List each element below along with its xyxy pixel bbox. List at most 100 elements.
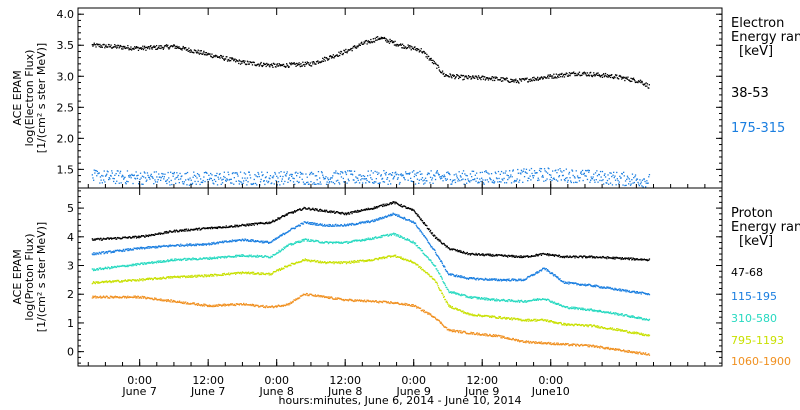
- data-point: [251, 64, 254, 66]
- data-point: [401, 175, 403, 177]
- data-point: [372, 182, 374, 184]
- data-point: [320, 171, 323, 173]
- data-point: [144, 279, 146, 281]
- data-point: [454, 292, 457, 294]
- data-point: [101, 251, 103, 253]
- data-point: [348, 213, 351, 215]
- data-point: [428, 55, 430, 58]
- data-point: [430, 260, 432, 262]
- data-point: [223, 241, 225, 243]
- data-point: [151, 48, 153, 50]
- data-point: [433, 60, 435, 63]
- data-point: [99, 176, 102, 178]
- data-point: [188, 258, 191, 260]
- data-point: [141, 248, 143, 250]
- data-point: [395, 235, 397, 237]
- data-point: [518, 300, 520, 302]
- data-point: [472, 75, 474, 77]
- data-point: [129, 236, 131, 239]
- data-point: [613, 77, 615, 80]
- data-point: [457, 292, 459, 295]
- data-point: [296, 175, 298, 177]
- data-point: [507, 80, 509, 83]
- data-point: [254, 240, 257, 242]
- data-point: [561, 76, 564, 78]
- data-point: [512, 256, 514, 258]
- data-point: [307, 239, 309, 241]
- data-point: [507, 279, 509, 281]
- data-point: [421, 177, 424, 179]
- data-point: [165, 44, 168, 46]
- data-point: [208, 258, 211, 260]
- data-point: [558, 74, 561, 76]
- data-point: [163, 47, 165, 49]
- data-point: [468, 180, 470, 182]
- data-point: [221, 274, 223, 276]
- data-point: [424, 52, 427, 54]
- data-point: [204, 243, 206, 245]
- data-point: [429, 245, 432, 247]
- data-point: [487, 254, 490, 256]
- data-point: [568, 72, 571, 74]
- data-point: [317, 240, 320, 242]
- data-point: [530, 255, 533, 257]
- data-point: [198, 175, 201, 177]
- data-point: [182, 275, 184, 277]
- data-point: [213, 178, 216, 181]
- data-point: [547, 253, 549, 255]
- data-point: [103, 179, 105, 181]
- data-point: [340, 213, 342, 215]
- data-point: [249, 224, 252, 226]
- data-point: [630, 257, 632, 259]
- data-point: [189, 51, 191, 53]
- data-point: [417, 247, 419, 249]
- data-point: [380, 36, 382, 38]
- data-point: [93, 268, 95, 270]
- data-point: [399, 44, 401, 46]
- data-point: [332, 175, 334, 177]
- data-point: [248, 63, 250, 65]
- data-point: [210, 177, 212, 180]
- data-point: [113, 46, 115, 48]
- data-point: [566, 306, 569, 308]
- data-point: [375, 219, 377, 221]
- data-point: [127, 265, 130, 267]
- data-point: [617, 312, 619, 315]
- data-point: [231, 172, 234, 175]
- data-point: [449, 173, 451, 176]
- data-point: [173, 229, 176, 231]
- data-point: [240, 240, 242, 242]
- data-point: [383, 181, 386, 183]
- data-point: [179, 277, 181, 279]
- data-point: [139, 248, 141, 250]
- data-point: [157, 47, 159, 50]
- data-point: [139, 264, 141, 266]
- data-point: [158, 173, 160, 175]
- data-point: [336, 225, 338, 227]
- data-point: [150, 235, 152, 237]
- data-point: [139, 278, 141, 280]
- data-point: [279, 184, 281, 186]
- data-point: [520, 80, 523, 82]
- data-point: [119, 281, 121, 283]
- data-point: [640, 82, 642, 84]
- data-point: [194, 244, 196, 247]
- data-point: [495, 300, 497, 302]
- data-point: [142, 45, 144, 47]
- data-point: [372, 237, 374, 239]
- data-point: [502, 278, 505, 281]
- data-point: [448, 76, 450, 78]
- data-point: [611, 74, 613, 76]
- data-point: [190, 276, 192, 278]
- data-point: [212, 56, 214, 58]
- data-point: [119, 237, 121, 239]
- data-point: [553, 301, 556, 303]
- data-point: [485, 254, 488, 256]
- data-point: [263, 62, 265, 64]
- data-point: [383, 205, 386, 207]
- data-point: [636, 291, 639, 293]
- data-point: [271, 63, 273, 65]
- data-point: [616, 289, 618, 291]
- data-point: [218, 178, 220, 180]
- data-point: [132, 235, 135, 238]
